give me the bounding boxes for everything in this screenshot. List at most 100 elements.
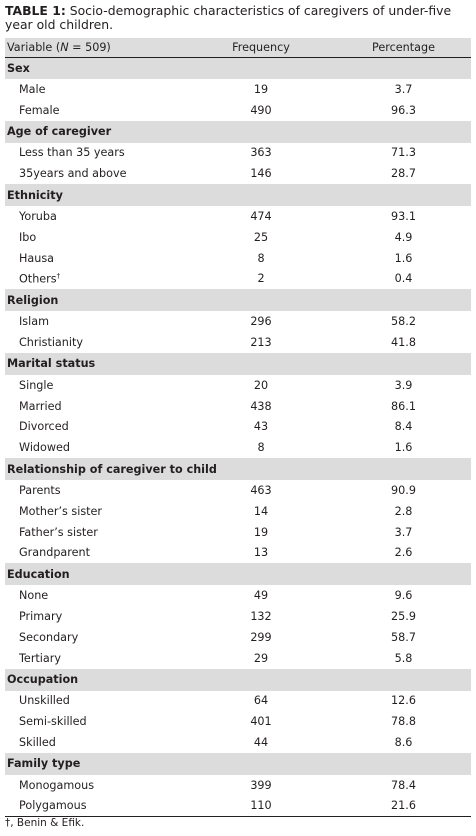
row-frequency: 296 bbox=[250, 315, 272, 329]
section-header-row: Ethnicity bbox=[5, 184, 471, 207]
row-percentage: 28.7 bbox=[391, 167, 416, 181]
row-frequency: 43 bbox=[253, 420, 269, 434]
section-title: Ethnicity bbox=[7, 188, 63, 202]
section-title: Family type bbox=[7, 757, 81, 771]
table-row: Divorced 43 8.4 bbox=[5, 417, 471, 438]
row-frequency: 132 bbox=[250, 610, 272, 624]
row-frequency: 401 bbox=[250, 715, 272, 729]
row-frequency: 213 bbox=[250, 336, 272, 350]
row-percentage: 12.6 bbox=[391, 694, 416, 708]
row-frequency: 14 bbox=[253, 504, 269, 518]
table-row: Polygamous 110 21.6 bbox=[5, 795, 471, 818]
table-row: Ibo 25 4.9 bbox=[5, 227, 471, 248]
row-percentage: 5.8 bbox=[394, 651, 413, 665]
row-percentage: 3.7 bbox=[394, 525, 413, 539]
row-frequency: 363 bbox=[250, 146, 272, 160]
section-header-row: Age of caregiver bbox=[5, 120, 471, 143]
row-frequency: 25 bbox=[253, 230, 269, 244]
row-frequency: 490 bbox=[250, 103, 272, 117]
table-row: Single 20 3.9 bbox=[5, 375, 471, 396]
section-header-row: Education bbox=[5, 563, 471, 586]
footnote-marker: † bbox=[56, 272, 61, 281]
row-label: Secondary bbox=[19, 630, 79, 644]
row-frequency: 19 bbox=[253, 525, 269, 539]
row-frequency: 299 bbox=[250, 630, 272, 644]
row-percentage: 90.9 bbox=[391, 484, 416, 498]
row-percentage: 8.6 bbox=[394, 736, 413, 750]
row-percentage: 3.7 bbox=[394, 82, 413, 96]
row-label: 35years and above bbox=[19, 167, 127, 181]
table-row: Semi-skilled 401 78.8 bbox=[5, 711, 471, 732]
row-frequency: 8 bbox=[257, 251, 265, 265]
row-percentage: 86.1 bbox=[391, 399, 416, 413]
row-label: Less than 35 years bbox=[19, 146, 125, 160]
row-label: Primary bbox=[19, 610, 63, 624]
table-row: Yoruba 474 93.1 bbox=[5, 206, 471, 227]
header-frequency: Frequency bbox=[186, 38, 336, 58]
row-label: Hausa bbox=[19, 251, 55, 265]
row-percentage: 71.3 bbox=[391, 146, 416, 160]
table-row: Parents 463 90.9 bbox=[5, 480, 471, 501]
row-percentage: 9.6 bbox=[394, 589, 413, 603]
row-percentage: 2.8 bbox=[394, 504, 413, 518]
row-frequency: 29 bbox=[253, 651, 269, 665]
row-label: Grandparent bbox=[19, 546, 90, 560]
section-header-row: Marital status bbox=[5, 352, 471, 375]
row-frequency: 463 bbox=[250, 484, 272, 498]
row-frequency: 110 bbox=[186, 795, 336, 818]
header-variable: Variable (N = 509) bbox=[5, 38, 186, 58]
table-row: Secondary 299 58.7 bbox=[5, 627, 471, 648]
table-row: Christianity 213 41.8 bbox=[5, 332, 471, 353]
row-percentage: 58.2 bbox=[391, 315, 416, 329]
section-title: Religion bbox=[7, 293, 59, 307]
table-row: Widowed 8 1.6 bbox=[5, 437, 471, 458]
table-row: Tertiary 29 5.8 bbox=[5, 648, 471, 669]
section-title: Education bbox=[7, 567, 70, 581]
row-percentage: 0.4 bbox=[394, 272, 413, 286]
table-row: Islam 296 58.2 bbox=[5, 311, 471, 332]
row-frequency: 2 bbox=[257, 272, 265, 286]
table-caption: TABLE 1: Socio-demographic characteristi… bbox=[5, 4, 471, 32]
row-label: Semi-skilled bbox=[19, 715, 87, 729]
row-label: None bbox=[19, 589, 49, 603]
row-label: Female bbox=[19, 103, 60, 117]
table-row: Grandparent 13 2.6 bbox=[5, 543, 471, 564]
row-percentage: 25.9 bbox=[391, 610, 416, 624]
row-frequency: 44 bbox=[253, 736, 269, 750]
row-label: Single bbox=[19, 378, 54, 392]
row-frequency: 474 bbox=[250, 210, 272, 224]
section-header-row: Relationship of caregiver to child bbox=[5, 458, 471, 481]
table-row: None 49 9.6 bbox=[5, 585, 471, 606]
row-frequency: 49 bbox=[253, 589, 269, 603]
section-title: Sex bbox=[7, 61, 30, 75]
row-frequency: 8 bbox=[257, 441, 265, 455]
row-frequency: 146 bbox=[250, 167, 272, 181]
table-row: Less than 35 years 363 71.3 bbox=[5, 143, 471, 164]
row-frequency: 19 bbox=[253, 82, 269, 96]
row-percentage: 78.8 bbox=[391, 715, 416, 729]
row-percentage: 78.4 bbox=[391, 778, 416, 792]
row-percentage: 4.9 bbox=[394, 230, 413, 244]
row-label: Married bbox=[19, 399, 62, 413]
table-caption-text: Socio-demographic characteristics of car… bbox=[5, 3, 452, 32]
table-row: Others† 2 0.4 bbox=[5, 269, 471, 290]
row-label: Parents bbox=[19, 484, 61, 498]
row-frequency: 64 bbox=[253, 694, 269, 708]
row-percentage: 8.4 bbox=[394, 420, 413, 434]
row-label: Widowed bbox=[19, 441, 71, 455]
row-percentage: 58.7 bbox=[391, 630, 416, 644]
row-percentage: 1.6 bbox=[394, 251, 413, 265]
row-label: Skilled bbox=[19, 736, 56, 750]
row-percentage: 96.3 bbox=[391, 103, 416, 117]
row-label: Polygamous bbox=[5, 795, 186, 818]
row-label: Mother’s sister bbox=[19, 504, 103, 518]
row-frequency: 20 bbox=[253, 378, 269, 392]
section-header-row: Sex bbox=[5, 57, 471, 79]
section-title: Age of caregiver bbox=[7, 125, 112, 139]
row-label: Christianity bbox=[19, 336, 83, 350]
row-label: Tertiary bbox=[19, 651, 61, 665]
table-row: Hausa 8 1.6 bbox=[5, 248, 471, 269]
section-title: Marital status bbox=[7, 357, 96, 371]
row-percentage: 41.8 bbox=[391, 336, 416, 350]
row-percentage: 2.6 bbox=[394, 546, 413, 560]
